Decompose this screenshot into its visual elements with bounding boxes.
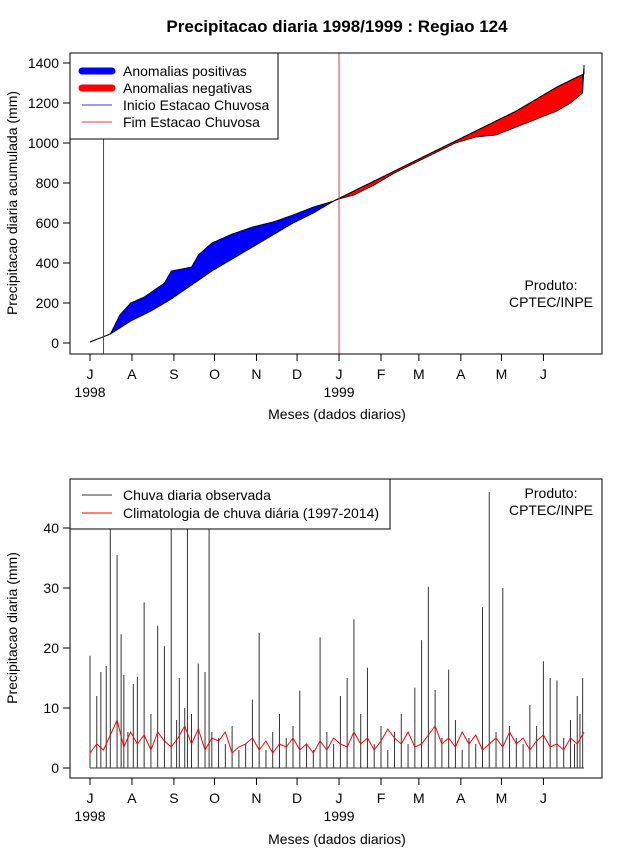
y-tick-label: 40	[43, 520, 59, 536]
x-year-label: 1999	[323, 808, 354, 824]
x-tick-label: J	[540, 366, 547, 382]
y-tick-label: 10	[43, 700, 59, 716]
x-tick-label: J	[87, 366, 94, 382]
y-axis-title: Precipitacao diaria acumulada (mm)	[4, 91, 20, 315]
legend-label-season-start: Inicio Estacao Chuvosa	[123, 97, 270, 113]
y-tick-label: 1200	[28, 95, 59, 111]
x-tick-label: S	[169, 366, 178, 382]
x-tick-label: O	[209, 366, 220, 382]
legend-label-climatology: Climatologia de chuva diária (1997-2014)	[123, 505, 379, 521]
x-tick-label: S	[169, 790, 178, 806]
y-tick-label: 0	[51, 760, 59, 776]
daily-precipitation-panel: 0 10 20 30 40 J A S O N D J F M A M J 1998 1999 Meses (da…	[4, 478, 603, 847]
x-axis-title: Meses (dados diarios)	[268, 831, 406, 847]
observed-rain-series	[89, 480, 584, 769]
y-tick-label: 200	[36, 295, 60, 311]
legend-label-positive: Anomalias positivas	[123, 63, 247, 79]
y-tick-label: 1000	[28, 135, 59, 151]
x-tick-label: N	[251, 366, 261, 382]
negative-anomaly-area	[333, 64, 585, 202]
x-axis-title: Meses (dados diarios)	[268, 406, 406, 422]
product-note-label: Produto:	[525, 485, 578, 501]
chart-title: Precipitacao diaria 1998/1999 : Regiao 1…	[166, 17, 508, 36]
x-year-label: 1998	[74, 808, 105, 824]
x-tick-label: M	[413, 790, 425, 806]
y-axis: 0 10 20 30 40	[43, 520, 71, 776]
x-tick-label: N	[251, 790, 261, 806]
y-tick-label: 600	[36, 215, 60, 231]
x-year-label: 1998	[74, 384, 105, 400]
y-tick-label: 30	[43, 580, 59, 596]
x-tick-label: F	[377, 790, 386, 806]
x-tick-label: D	[292, 366, 302, 382]
y-tick-label: 800	[36, 175, 60, 191]
product-note-source: CPTEC/INPE	[509, 294, 593, 310]
y-tick-label: 1400	[28, 55, 59, 71]
cumulative-precipitation-panel: 0 200 400 600 800 1000 1200 1400 J A S O N D J F M A M J 19…	[4, 52, 603, 422]
x-tick-label: J	[336, 366, 343, 382]
x-axis: J A S O N D J F M A M J 1998 1999	[74, 353, 547, 400]
x-tick-label: J	[336, 790, 343, 806]
x-tick-label: O	[209, 790, 220, 806]
x-tick-label: J	[540, 790, 547, 806]
x-tick-label: A	[127, 366, 137, 382]
x-tick-label: M	[496, 790, 508, 806]
y-tick-label: 0	[51, 335, 59, 351]
x-axis: J A S O N D J F M A M J 1998 1999	[74, 777, 547, 824]
x-year-label: 1999	[323, 384, 354, 400]
x-tick-label: J	[87, 790, 94, 806]
anomaly-areas	[89, 64, 585, 343]
positive-anomaly-area	[582, 64, 585, 94]
x-tick-label: A	[127, 790, 137, 806]
y-tick-label: 20	[43, 640, 59, 656]
climatology-series	[89, 718, 585, 754]
x-tick-label: M	[496, 366, 508, 382]
legend: Anomalias positivas Anomalias negativas …	[69, 52, 279, 140]
y-axis-title: Precipitacao diaria (mm)	[4, 552, 20, 704]
legend-label-negative: Anomalias negativas	[123, 80, 252, 96]
y-axis: 0 200 400 600 800 1000 1200 1400	[28, 55, 71, 351]
y-tick-label: 400	[36, 255, 60, 271]
legend-box	[69, 478, 391, 530]
product-note-source: CPTEC/INPE	[509, 502, 593, 518]
x-tick-label: A	[456, 366, 466, 382]
legend: Chuva diaria observada Climatologia de c…	[69, 478, 391, 530]
x-tick-label: A	[456, 790, 466, 806]
x-tick-label: M	[413, 366, 425, 382]
x-tick-label: F	[377, 366, 386, 382]
climatology-cumulative-line	[89, 73, 585, 343]
product-note-label: Produto:	[525, 277, 578, 293]
x-tick-label: D	[292, 790, 302, 806]
legend-label-season-end: Fim Estacao Chuvosa	[123, 114, 260, 130]
legend-label-observed: Chuva diaria observada	[123, 487, 271, 503]
legend-box	[69, 52, 279, 140]
